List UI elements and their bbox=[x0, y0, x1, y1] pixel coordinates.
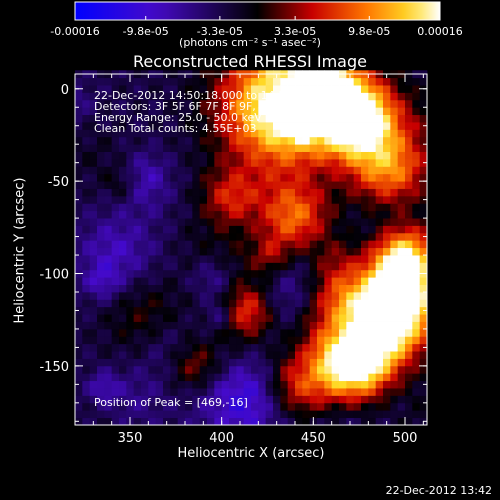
colorbar-tick-label: -3.3e-05 bbox=[197, 25, 243, 36]
colorbar: -0.00016 -9.8e-05 -3.3e-05 3.3e-05 9.8e-05 0.… bbox=[50, 1, 463, 36]
y-tick-label: -50 bbox=[48, 175, 69, 190]
y-tick-label: -100 bbox=[39, 268, 69, 283]
chart-title: Reconstructed RHESSI Image bbox=[133, 52, 367, 71]
observation-time: 22-Dec-2012 14:50:18.000 to 14:55:06.000 bbox=[94, 89, 335, 102]
colorbar-tick-label: 0.00016 bbox=[417, 25, 463, 36]
y-axis-label: Heliocentric Y (arcsec) bbox=[12, 177, 28, 324]
detectors-info: Detectors: 3F 5F 6F 7F 8F 9F, Att 0 bbox=[94, 100, 286, 113]
colorbar-gradient bbox=[74, 1, 441, 21]
energy-range-info: Energy Range: 25.0 - 50.0 keV bbox=[94, 111, 262, 124]
y-tick-label: 0 bbox=[61, 83, 69, 98]
x-tick-label: 400 bbox=[209, 431, 234, 446]
x-tick-label: 450 bbox=[301, 431, 326, 446]
colorbar-tick-label: -0.00016 bbox=[50, 25, 99, 36]
colorbar-tick-label: 9.8e-05 bbox=[348, 25, 390, 36]
peak-position-info: Position of Peak = [469,-16] bbox=[94, 396, 248, 409]
plot-timestamp: 22-Dec-2012 13:42 bbox=[385, 484, 492, 497]
y-tick-label: -150 bbox=[39, 360, 69, 375]
colorbar-tick-label: -9.8e-05 bbox=[123, 25, 169, 36]
x-tick-label: 350 bbox=[118, 431, 143, 446]
colorbar-tick-label: 3.3e-05 bbox=[274, 25, 316, 36]
colorbar-unit: (photons cm⁻² s⁻¹ asec⁻²) bbox=[179, 36, 321, 49]
x-axis-label: Heliocentric X (arcsec) bbox=[177, 446, 325, 461]
plot-frame bbox=[74, 73, 428, 426]
clean-counts-info: Clean Total counts: 4.55E+03 bbox=[94, 122, 257, 135]
x-tick-label: 500 bbox=[393, 431, 418, 446]
